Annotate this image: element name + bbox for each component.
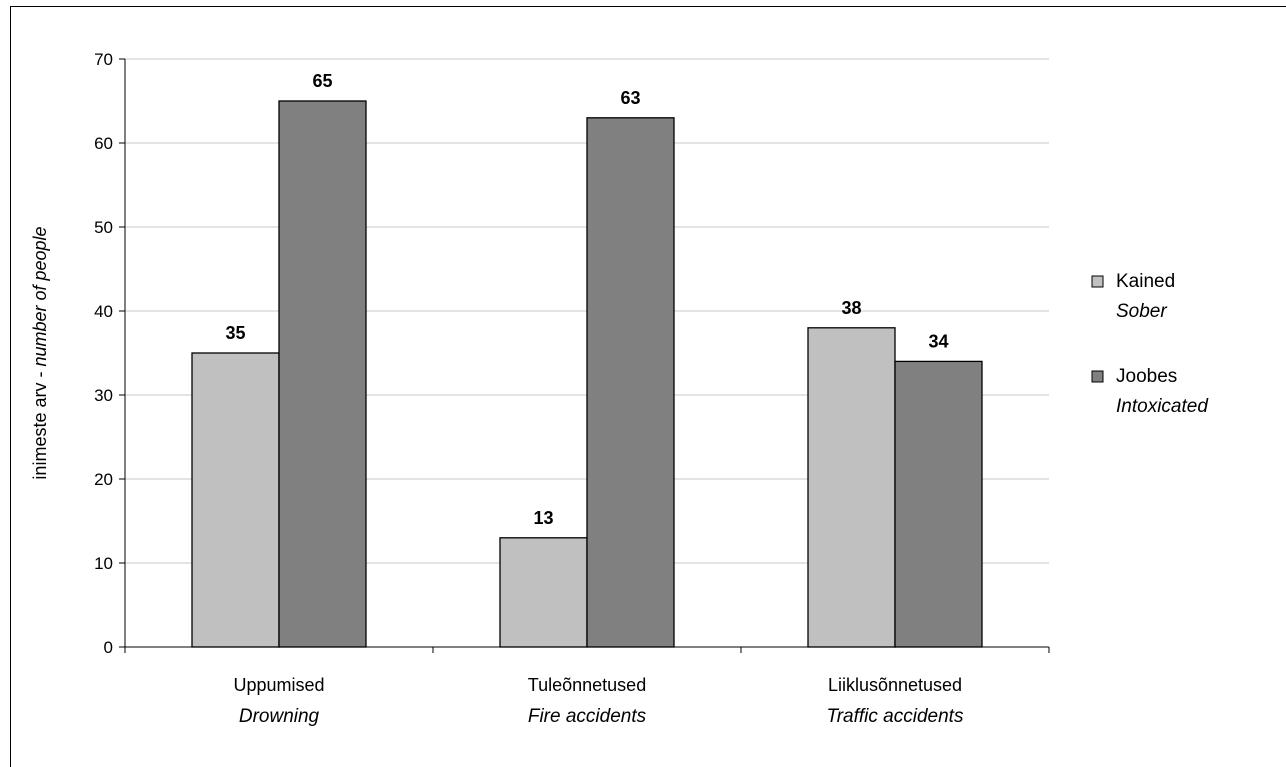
bar [807,327,896,648]
y-tick-label: 0 [104,638,113,657]
bar [499,537,588,648]
category-label: Tuleõnnetused [528,675,646,695]
category-label-en: Traffic accidents [827,706,964,727]
y-axis-title: inimeste arv - number of people [30,226,50,479]
chart-frame [10,6,1286,767]
bars [191,100,983,648]
data-label: 63 [620,88,640,108]
category-labels: Uppumised Drowning Tuleõnnetused Fire accid… [233,675,963,727]
legend: Kained Sober Joobes Intoxicated [1091,271,1209,417]
category-label-en: Drowning [239,706,320,727]
bar [278,100,367,648]
y-tick-label: 30 [94,386,113,405]
y-axis-title-en: number of people [30,226,50,366]
bar [894,360,983,648]
y-tick-label: 20 [94,470,113,489]
y-tick-label: 70 [94,50,113,69]
bar [191,352,280,648]
legend-label: Kained [1116,271,1175,292]
data-labels: 35 65 13 63 38 34 [225,71,948,528]
x-ticks [124,647,1050,653]
category-label: Uppumised [233,675,324,695]
bar [586,117,675,648]
y-tick-label: 50 [94,218,113,237]
legend-swatch [1091,370,1104,383]
y-tick-label: 40 [94,302,113,321]
y-tick-label: 60 [94,134,113,153]
axes [124,59,1049,648]
legend-label-en: Intoxicated [1116,396,1209,417]
data-label: 35 [225,323,245,343]
data-label: 34 [928,331,948,351]
y-ticks: 0 10 20 30 40 50 60 70 [94,50,125,657]
category-label: Liiklusõnnetused [828,675,962,695]
y-tick-label: 10 [94,554,113,573]
category-label-en: Fire accidents [528,706,647,727]
data-label: 65 [312,71,332,91]
data-label: 13 [533,508,553,528]
data-label: 38 [841,298,861,318]
legend-label: Joobes [1116,366,1177,387]
legend-label-en: Sober [1116,301,1167,322]
legend-swatch [1091,275,1104,288]
y-axis-title-main: inimeste arv - [30,367,50,480]
